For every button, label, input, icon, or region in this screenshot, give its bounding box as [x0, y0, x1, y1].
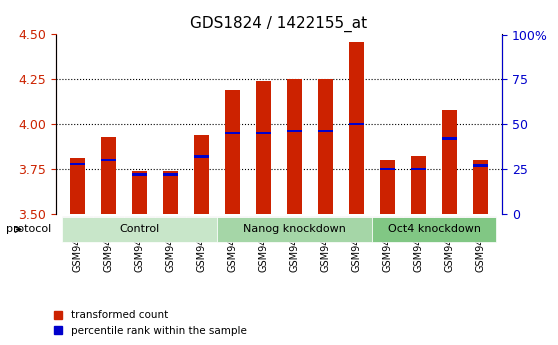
Text: Oct4 knockdown: Oct4 knockdown: [387, 225, 480, 234]
Bar: [101, 159, 116, 161]
Bar: [225, 90, 240, 214]
Bar: [163, 173, 178, 176]
Bar: [411, 168, 426, 170]
Bar: [473, 160, 488, 214]
Bar: [225, 132, 240, 134]
Bar: [70, 158, 85, 214]
Bar: [70, 162, 85, 165]
Bar: [287, 130, 302, 132]
Bar: [380, 168, 395, 170]
Bar: [194, 135, 209, 214]
Bar: [194, 155, 209, 158]
Bar: [132, 171, 147, 214]
Legend: transformed count, percentile rank within the sample: transformed count, percentile rank withi…: [50, 306, 251, 340]
Text: Control: Control: [119, 225, 160, 234]
Bar: [132, 173, 147, 176]
Bar: [101, 137, 116, 214]
Bar: [318, 130, 333, 132]
Bar: [349, 123, 364, 125]
Bar: [380, 160, 395, 214]
Bar: [318, 79, 333, 214]
Bar: [473, 164, 488, 167]
Bar: [256, 81, 271, 214]
Text: Nanog knockdown: Nanog knockdown: [243, 225, 346, 234]
Bar: [442, 110, 457, 214]
Bar: [163, 171, 178, 214]
Bar: [349, 42, 364, 214]
Title: GDS1824 / 1422155_at: GDS1824 / 1422155_at: [190, 16, 368, 32]
Bar: [411, 157, 426, 214]
Bar: [442, 137, 457, 140]
Text: protocol: protocol: [6, 225, 51, 234]
Bar: [256, 132, 271, 134]
Bar: [287, 79, 302, 214]
